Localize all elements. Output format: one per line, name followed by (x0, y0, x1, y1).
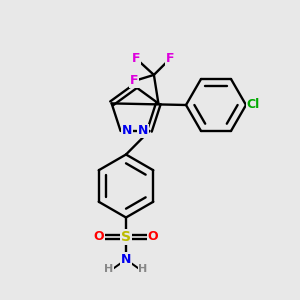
Text: F: F (166, 52, 175, 65)
Text: N: N (122, 124, 132, 137)
Text: H: H (104, 264, 113, 274)
Text: S: S (121, 230, 131, 244)
Text: F: F (130, 74, 139, 87)
Text: O: O (148, 230, 158, 244)
Text: F: F (132, 52, 140, 65)
Text: Cl: Cl (247, 98, 260, 112)
Text: H: H (139, 264, 148, 274)
Text: N: N (138, 124, 148, 137)
Text: N: N (121, 253, 131, 266)
Text: O: O (94, 230, 104, 244)
